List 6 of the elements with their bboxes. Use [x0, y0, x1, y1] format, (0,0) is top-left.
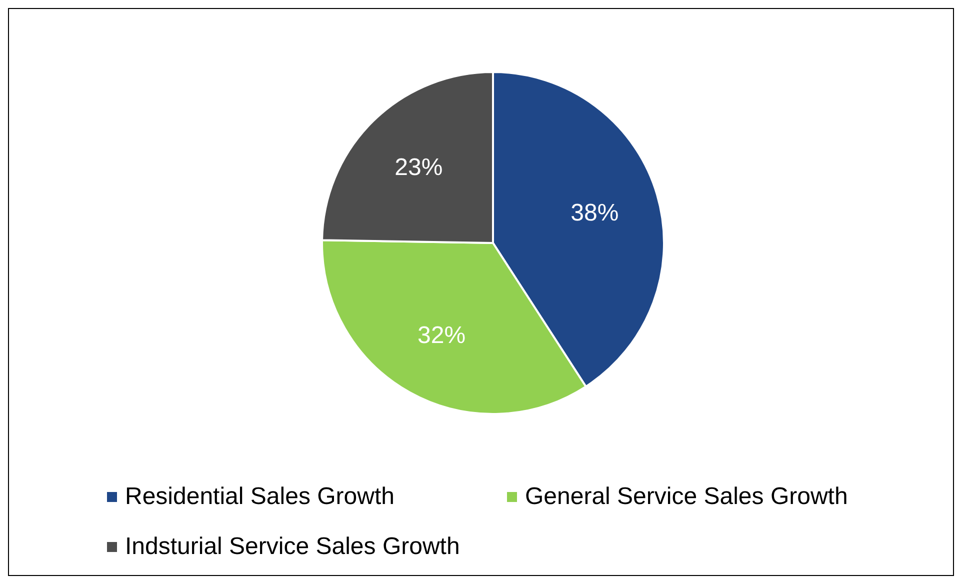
data-label: 38%	[570, 199, 619, 226]
legend-label: Indsturial Service Sales Growth	[125, 533, 460, 561]
data-label: 23%	[394, 154, 443, 181]
legend-label: General Service Sales Growth	[525, 483, 848, 511]
legend-label: Residential Sales Growth	[125, 483, 394, 511]
data-label: 32%	[418, 322, 466, 350]
